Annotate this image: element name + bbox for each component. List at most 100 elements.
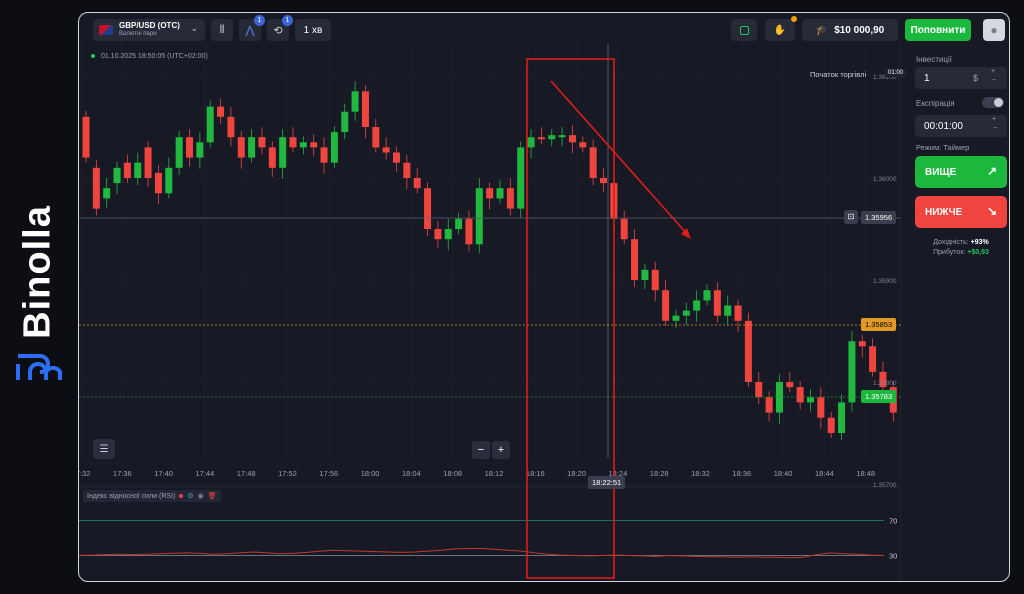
candle-body <box>351 91 359 112</box>
indicators-button[interactable]: ⋀ 1 <box>239 15 265 41</box>
drawings-button[interactable]: ⟲ 1 <box>267 15 293 41</box>
increase-icon[interactable]: + <box>991 68 996 75</box>
candle-body <box>186 137 193 158</box>
candle-body <box>765 397 773 413</box>
candle-body <box>879 371 887 388</box>
candle-body <box>175 137 183 168</box>
crosshair-time-label: 18:22:51 <box>588 476 626 489</box>
rsi-label: Індекс відносної сили (RSI) <box>87 492 176 500</box>
candle-body <box>693 300 701 311</box>
signals-button[interactable] <box>731 19 757 41</box>
time-tick-label: 17:44 <box>196 469 215 478</box>
rsi-header: Індекс відносної сили (RSI) ⚙ ◉ 🗑 <box>83 490 221 502</box>
user-icon: ● <box>990 23 998 37</box>
arrow-down-right-icon: ↘ <box>987 204 998 218</box>
deposit-button[interactable]: Поповнити <box>905 19 971 41</box>
candle-body <box>248 137 256 158</box>
time-tick-label: 17:36 <box>113 469 132 478</box>
candle-body <box>786 382 794 388</box>
rsi-upper-label: 70 <box>889 517 897 526</box>
price-chart[interactable]: 70 30 1.36100 1.36000 1.35900 1.35800 1.35700… <box>79 13 901 582</box>
price-tick-label: 1.36000 <box>873 176 897 183</box>
candle-body <box>393 152 400 163</box>
zoom-in-button[interactable]: + <box>492 441 510 459</box>
candles-icon: ⫴ <box>219 23 225 36</box>
decrease-time-icon[interactable]: − <box>993 125 998 132</box>
candle-body <box>268 147 276 168</box>
sliders-icon: ☰ <box>99 443 109 455</box>
trend-arrow <box>550 80 689 236</box>
decrease-icon[interactable]: − <box>992 77 997 84</box>
uk-us-flag-icon <box>99 25 113 35</box>
candle-body <box>496 188 504 199</box>
currency-symbol: $ <box>973 73 979 83</box>
delete-trash-icon[interactable]: 🗑 <box>207 493 217 500</box>
price-tick-label: 1.36100 <box>873 74 897 81</box>
balance-selector[interactable]: 🎓 $10 000,90 <box>802 19 898 41</box>
current-price-tag: ⊡ 1.35956 <box>844 210 897 224</box>
candle-body <box>258 137 266 148</box>
lower-button[interactable]: НИЖЧЕ ↘ <box>915 196 1007 228</box>
time-tick-label: 17:52 <box>278 469 297 478</box>
expiration-toggle[interactable] <box>982 97 1004 108</box>
expiration-field[interactable]: 00:01:00 + − <box>915 115 1007 137</box>
price-tick-label: 1.35900 <box>873 278 897 285</box>
candle-body <box>310 142 318 148</box>
zoom-out-button[interactable]: − <box>472 441 490 459</box>
investment-field[interactable]: 1 $ + − <box>915 67 1007 89</box>
candle-body <box>568 135 576 143</box>
timeframe-selector[interactable]: 1 хв <box>295 19 331 41</box>
chevron-down-icon: ⌄ <box>190 23 198 33</box>
green-price-tag: 1.35783 <box>861 390 897 403</box>
time-tick-label: 18:04 <box>402 469 421 478</box>
promo-button[interactable]: ✋ <box>765 16 797 41</box>
chart-type-button[interactable]: ⫴ <box>211 19 233 41</box>
chart-settings-button[interactable]: ☰ <box>93 439 115 459</box>
candle-body <box>796 387 804 403</box>
candle-body <box>455 218 463 229</box>
top-bar: GBP/USD (OTC) Валютні пари ⌄ ⫴ ⋀ 1 ⟲ 1 1… <box>79 13 1009 47</box>
candle-body <box>827 417 835 433</box>
candle-body <box>113 167 121 184</box>
candle-body <box>734 305 742 321</box>
candle-body <box>817 397 825 418</box>
arrow-up-right-icon: ↗ <box>987 164 998 178</box>
profit-line: Прибуток: +$0,93 <box>933 249 989 256</box>
settings-gear-icon[interactable]: ⚙ <box>187 493 194 500</box>
notification-dot <box>791 16 797 22</box>
increase-time-icon[interactable]: + <box>992 116 997 123</box>
avatar[interactable]: ● <box>983 19 1005 41</box>
candle-body <box>858 341 866 347</box>
candle-body <box>165 167 173 194</box>
mode-label: Режим: Таймер <box>916 143 970 152</box>
minus-icon: − <box>477 444 485 456</box>
candle-body <box>330 132 338 163</box>
time-tick-label: 17:48 <box>237 469 256 478</box>
candle-body <box>724 305 732 316</box>
candle-body <box>506 188 514 209</box>
start-trading-label: Початок торгівлі <box>810 70 867 79</box>
candle-body <box>444 229 452 240</box>
candle-body <box>465 218 473 245</box>
candle-body <box>123 162 131 178</box>
time-tick-label: 18:48 <box>856 469 875 478</box>
time-tick-label: 18:08 <box>443 469 462 478</box>
asset-name: GBP/USD (OTC) <box>119 21 180 30</box>
candle-body <box>424 188 432 229</box>
asset-selector[interactable]: GBP/USD (OTC) Валютні пари ⌄ <box>93 19 205 41</box>
visibility-eye-icon[interactable]: ◉ <box>197 493 204 500</box>
candle-body <box>196 142 204 158</box>
candle-body <box>103 188 111 199</box>
candle-body <box>217 106 225 117</box>
higher-button[interactable]: ВИЩЕ ↗ <box>915 156 1007 188</box>
candle-body <box>579 142 587 148</box>
time-tick-label: 17:56 <box>319 469 338 478</box>
candle-body <box>434 229 442 240</box>
indicators-badge: 1 <box>254 15 265 26</box>
time-tick-label: 18:44 <box>815 469 834 478</box>
lower-label: НИЖЧЕ <box>925 207 963 218</box>
hand-icon: ✋ <box>773 24 787 36</box>
check-square-icon <box>739 25 749 35</box>
time-tick-label: 17:40 <box>154 469 173 478</box>
candle-body <box>413 178 421 189</box>
